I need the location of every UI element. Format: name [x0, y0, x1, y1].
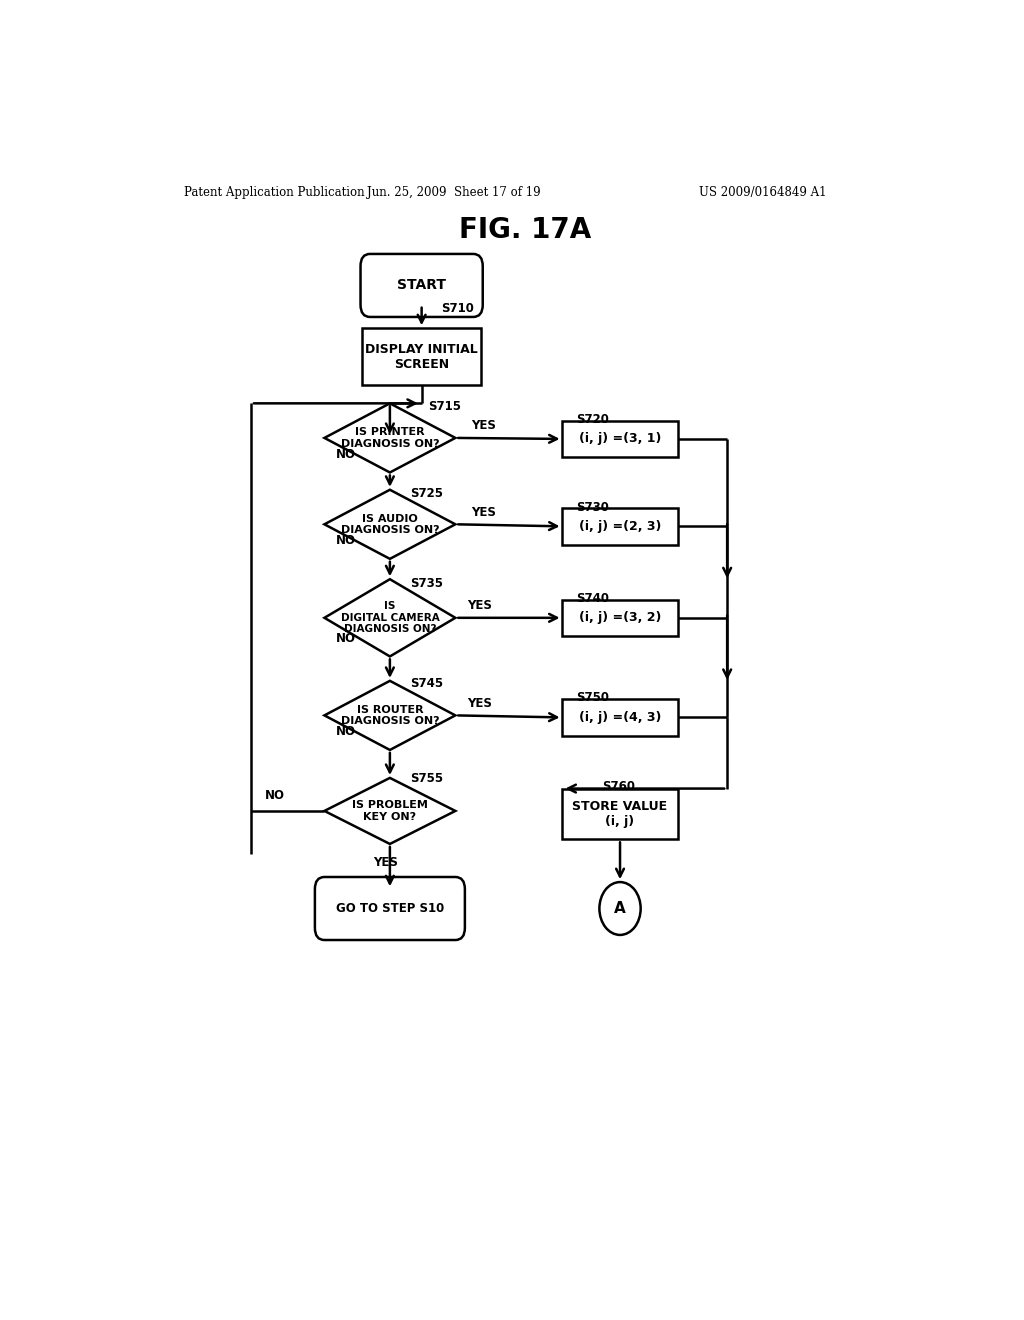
Text: (i, j) =(3, 2): (i, j) =(3, 2)	[579, 611, 662, 624]
Bar	[562, 421, 678, 457]
Text: FIG. 17A: FIG. 17A	[459, 215, 591, 244]
Text: GO TO STEP S10: GO TO STEP S10	[336, 902, 444, 915]
Text: NO: NO	[265, 789, 285, 803]
Polygon shape	[325, 490, 456, 558]
Circle shape	[599, 882, 641, 935]
FancyBboxPatch shape	[315, 876, 465, 940]
Text: DISPLAY INITIAL
SCREEN: DISPLAY INITIAL SCREEN	[366, 343, 478, 371]
Text: S735: S735	[410, 577, 442, 590]
Text: Patent Application Publication: Patent Application Publication	[183, 186, 365, 199]
Text: Jun. 25, 2009  Sheet 17 of 19: Jun. 25, 2009 Sheet 17 of 19	[367, 186, 541, 199]
Text: YES: YES	[471, 506, 496, 519]
Text: IS AUDIO
DIAGNOSIS ON?: IS AUDIO DIAGNOSIS ON?	[341, 513, 439, 535]
Text: S745: S745	[410, 677, 442, 690]
Text: NO: NO	[336, 632, 356, 644]
Text: YES: YES	[374, 855, 398, 869]
Text: S750: S750	[577, 690, 609, 704]
Text: YES: YES	[467, 697, 492, 710]
Text: S730: S730	[577, 500, 609, 513]
Bar	[362, 329, 481, 385]
Polygon shape	[325, 579, 456, 656]
Text: YES: YES	[471, 420, 496, 432]
Text: S760: S760	[602, 780, 636, 793]
Text: S715: S715	[428, 400, 461, 413]
Polygon shape	[325, 681, 456, 750]
Text: IS
DIGITAL CAMERA
DIAGNOSIS ON?: IS DIGITAL CAMERA DIAGNOSIS ON?	[341, 601, 439, 635]
Text: S740: S740	[577, 591, 609, 605]
FancyBboxPatch shape	[360, 253, 482, 317]
Text: (i, j) =(2, 3): (i, j) =(2, 3)	[579, 520, 662, 533]
Text: S725: S725	[410, 487, 442, 500]
Text: NO: NO	[336, 725, 356, 738]
Text: IS PRINTER
DIAGNOSIS ON?: IS PRINTER DIAGNOSIS ON?	[341, 428, 439, 449]
Text: START: START	[397, 279, 446, 293]
Bar	[562, 508, 678, 545]
Text: A: A	[614, 902, 626, 916]
Bar	[562, 599, 678, 636]
Text: IS PROBLEM
KEY ON?: IS PROBLEM KEY ON?	[352, 800, 428, 822]
Bar	[562, 788, 678, 840]
Text: IS ROUTER
DIAGNOSIS ON?: IS ROUTER DIAGNOSIS ON?	[341, 705, 439, 726]
Text: US 2009/0164849 A1: US 2009/0164849 A1	[699, 186, 826, 199]
Text: STORE VALUE
(i, j): STORE VALUE (i, j)	[572, 800, 668, 828]
Text: S720: S720	[577, 413, 609, 426]
Text: NO: NO	[336, 535, 356, 546]
Text: YES: YES	[467, 599, 492, 612]
Text: (i, j) =(4, 3): (i, j) =(4, 3)	[579, 711, 662, 723]
Polygon shape	[325, 404, 456, 473]
Bar	[562, 700, 678, 735]
Polygon shape	[325, 777, 456, 843]
Text: S710: S710	[441, 302, 474, 315]
Text: S755: S755	[410, 772, 442, 785]
Text: NO: NO	[336, 447, 356, 461]
Text: (i, j) =(3, 1): (i, j) =(3, 1)	[579, 433, 662, 445]
